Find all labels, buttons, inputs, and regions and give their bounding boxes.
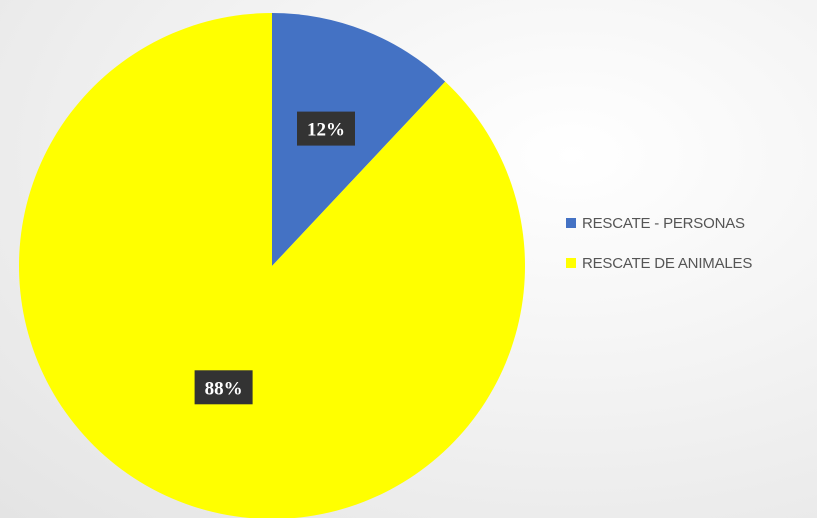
legend-item-animales: RESCATE DE ANIMALES bbox=[566, 250, 752, 276]
pie-slices bbox=[19, 13, 525, 518]
legend-swatch-animales bbox=[566, 258, 576, 268]
pie-slice-animales bbox=[19, 13, 525, 518]
pie-data-labels: 12% 88% bbox=[194, 111, 355, 405]
chart-legend: RESCATE - PERSONAS RESCATE DE ANIMALES bbox=[566, 210, 752, 290]
legend-swatch-personas bbox=[566, 218, 576, 228]
data-label-personas: 12% bbox=[297, 111, 355, 146]
legend-item-personas: RESCATE - PERSONAS bbox=[566, 210, 752, 236]
legend-label-personas: RESCATE - PERSONAS bbox=[582, 214, 745, 232]
data-label-animales: 88% bbox=[194, 370, 253, 405]
data-label-box bbox=[297, 111, 355, 146]
legend-label-animales: RESCATE DE ANIMALES bbox=[582, 254, 753, 272]
data-label-box bbox=[194, 370, 253, 405]
data-label-text: 12% bbox=[307, 120, 345, 141]
pie-slice-personas bbox=[272, 13, 446, 266]
data-label-text: 88% bbox=[205, 378, 243, 399]
